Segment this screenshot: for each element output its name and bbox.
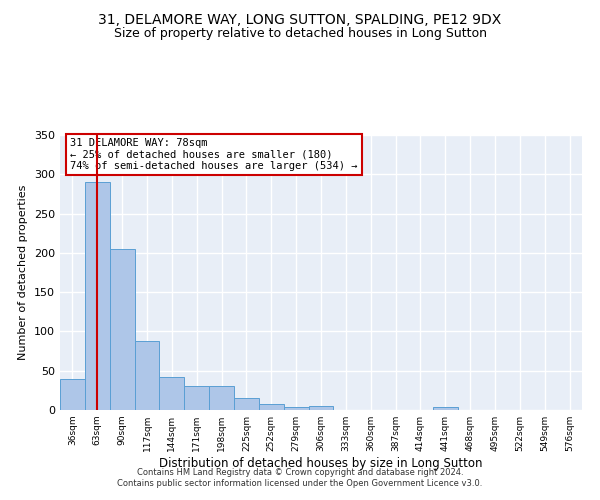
Bar: [110, 249, 134, 410]
Bar: [284, 407, 308, 410]
Bar: [85, 182, 110, 410]
Text: Contains HM Land Registry data © Crown copyright and database right 2024.
Contai: Contains HM Land Registry data © Crown c…: [118, 468, 482, 487]
Bar: [433, 407, 458, 410]
Text: Size of property relative to detached houses in Long Sutton: Size of property relative to detached ho…: [113, 28, 487, 40]
Y-axis label: Number of detached properties: Number of detached properties: [19, 185, 28, 360]
X-axis label: Distribution of detached houses by size in Long Sutton: Distribution of detached houses by size …: [159, 457, 483, 470]
Bar: [259, 404, 284, 410]
Bar: [60, 378, 85, 410]
Bar: [308, 406, 334, 410]
Text: 31 DELAMORE WAY: 78sqm
← 25% of detached houses are smaller (180)
74% of semi-de: 31 DELAMORE WAY: 78sqm ← 25% of detached…: [70, 138, 358, 171]
Bar: [134, 341, 160, 410]
Bar: [184, 386, 209, 410]
Bar: [160, 377, 184, 410]
Bar: [209, 386, 234, 410]
Bar: [234, 398, 259, 410]
Text: 31, DELAMORE WAY, LONG SUTTON, SPALDING, PE12 9DX: 31, DELAMORE WAY, LONG SUTTON, SPALDING,…: [98, 12, 502, 26]
